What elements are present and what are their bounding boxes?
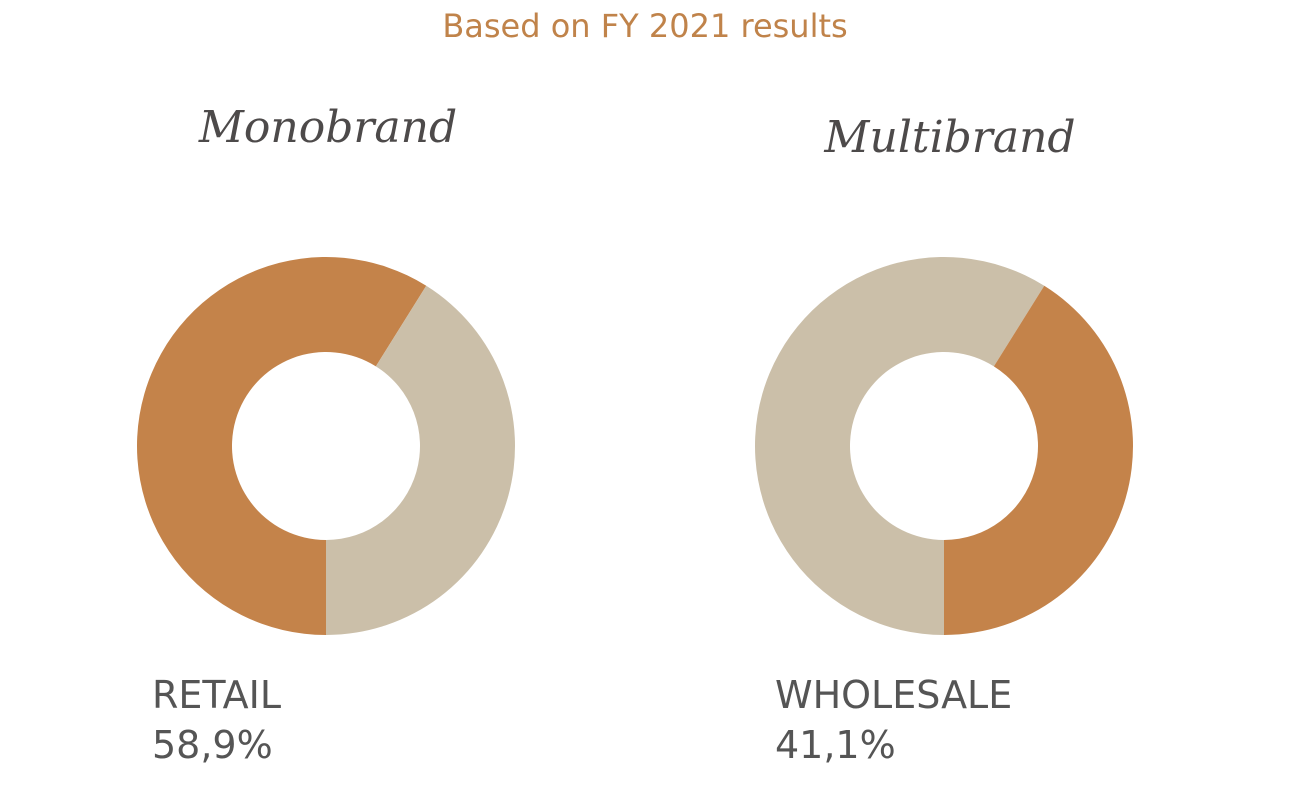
donut-segment	[326, 285, 515, 635]
donut-segment	[136, 256, 427, 635]
segment-label: RETAIL	[152, 673, 281, 717]
donut-segment	[944, 285, 1133, 635]
donut-segment	[755, 256, 1045, 635]
page-subtitle: Based on FY 2021 results	[442, 7, 847, 45]
segment-value: 41,1%	[775, 723, 896, 767]
chart-title: Multibrand	[823, 112, 1075, 163]
segment-label: WHOLESALE	[775, 673, 1012, 717]
segment-value: 58,9%	[152, 723, 273, 767]
chart-title: Monobrand	[198, 102, 457, 153]
